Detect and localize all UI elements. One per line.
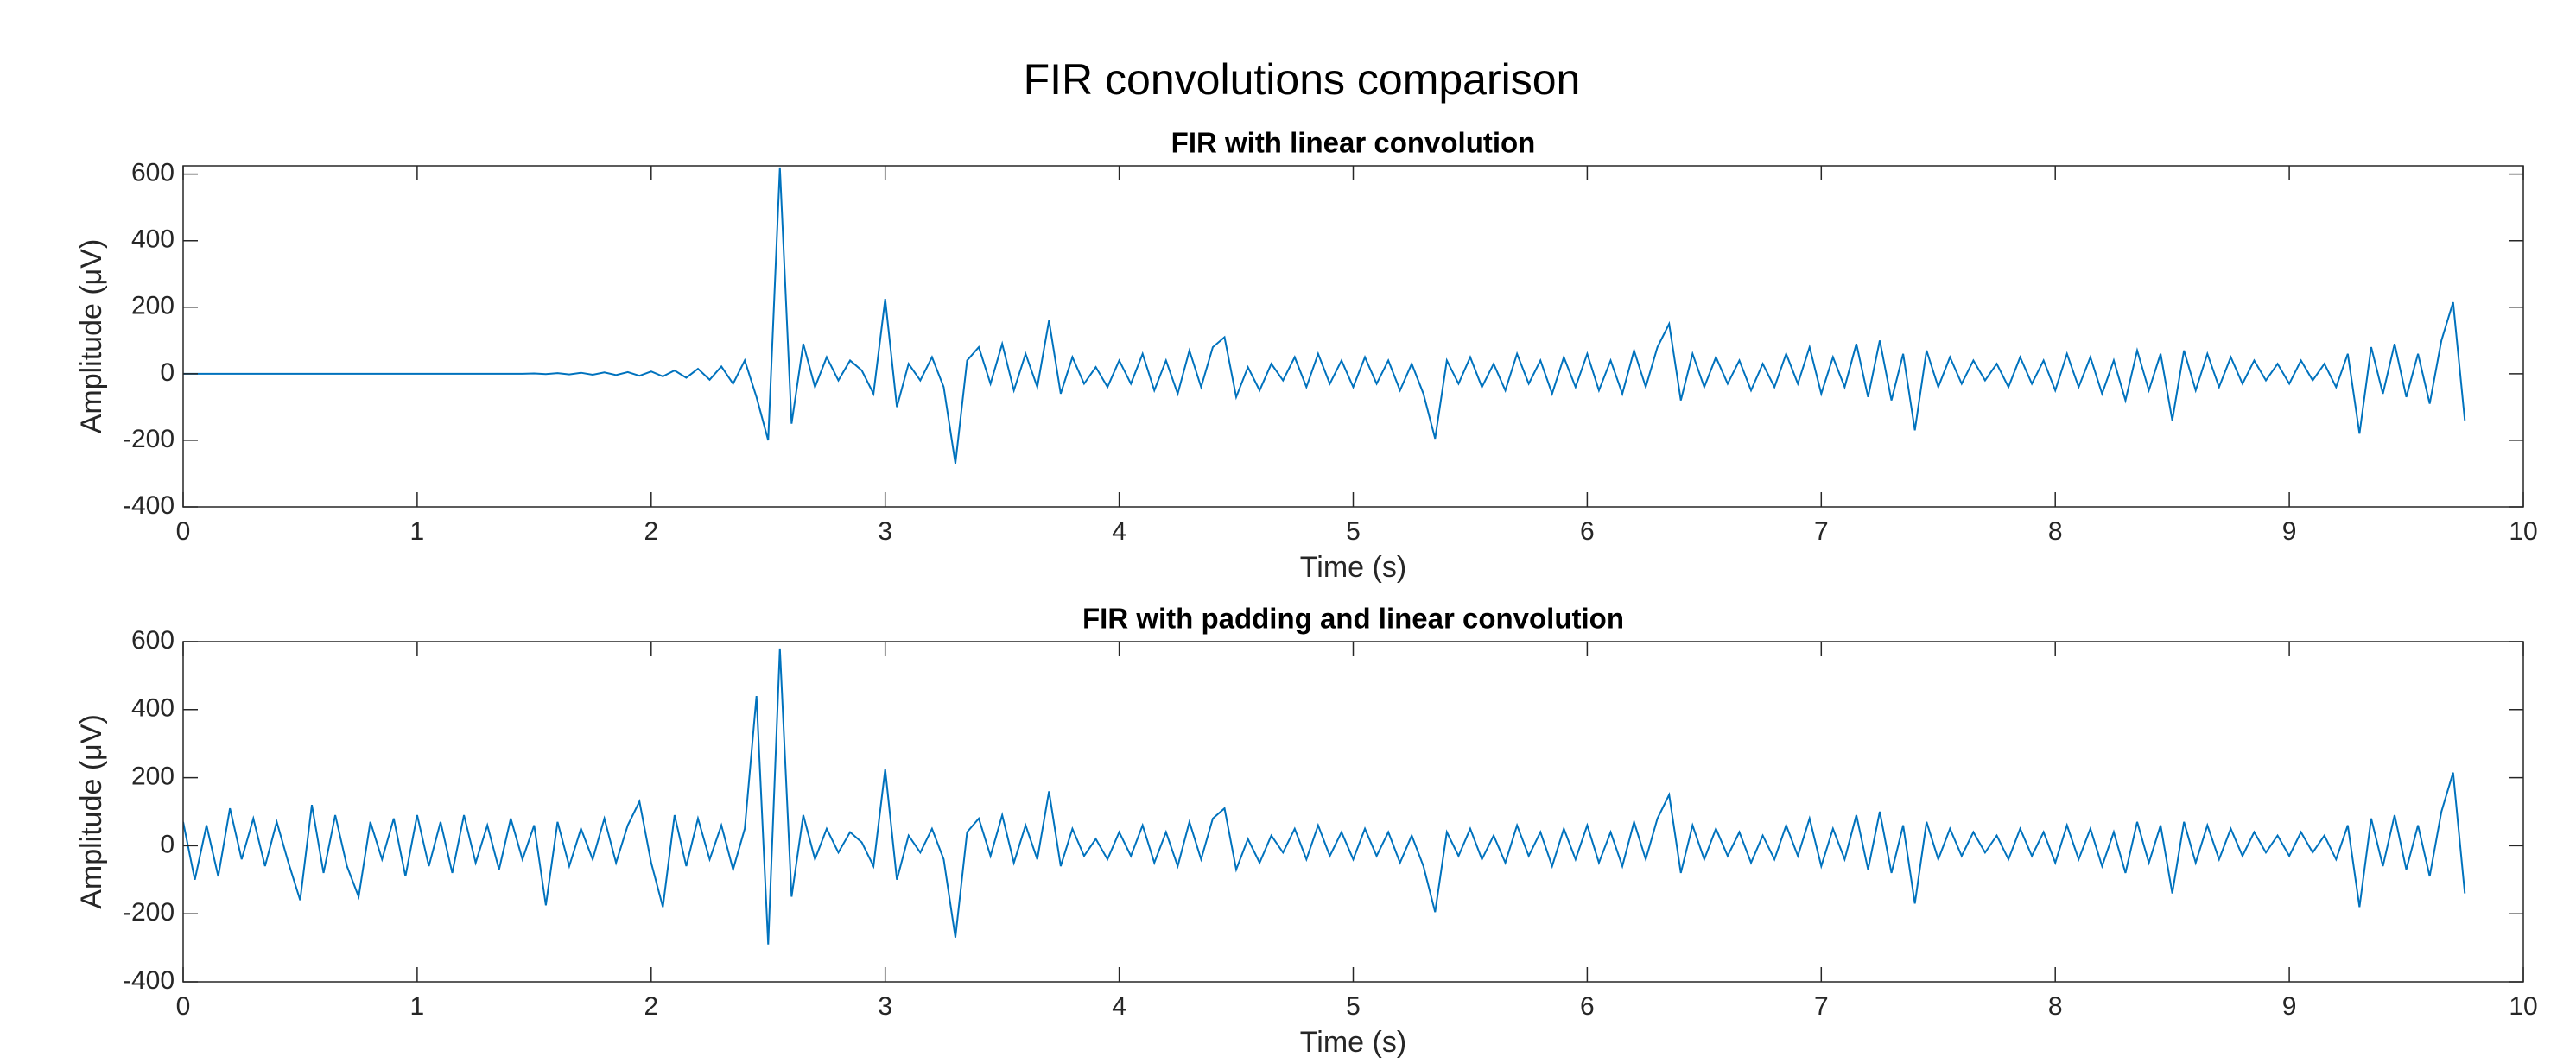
y-tick-label: -200 — [123, 425, 174, 453]
x-tick-label: 2 — [644, 992, 658, 1021]
x-tick-label: 6 — [1580, 517, 1595, 546]
x-tick-label: 7 — [1814, 992, 1829, 1021]
x-tick-label: 4 — [1112, 517, 1126, 546]
y-tick-label: 400 — [131, 225, 174, 254]
y-tick-label: 200 — [131, 292, 174, 320]
x-tick-label: 8 — [2048, 992, 2063, 1021]
y-tick-label: -400 — [123, 966, 174, 995]
subplot-title: FIR with linear convolution — [1171, 127, 1536, 159]
y-tick-label: 600 — [131, 159, 174, 187]
x-tick-label: 9 — [2282, 517, 2297, 546]
figure-title: FIR convolutions comparison — [1024, 55, 1581, 104]
y-tick-label: 600 — [131, 626, 174, 655]
x-tick-label: 3 — [878, 992, 892, 1021]
x-tick-label: 5 — [1346, 517, 1361, 546]
y-axis-label: Amplitude (μV) — [75, 239, 108, 434]
x-tick-label: 1 — [410, 517, 425, 546]
x-tick-label: 8 — [2048, 517, 2063, 546]
x-tick-label: 0 — [176, 517, 191, 546]
x-tick-label: 10 — [2509, 992, 2537, 1021]
data-line — [183, 167, 2466, 465]
x-tick-label: 7 — [1814, 517, 1829, 546]
x-tick-label: 0 — [176, 992, 191, 1021]
x-tick-label: 9 — [2282, 992, 2297, 1021]
y-tick-label: 0 — [160, 830, 174, 858]
y-tick-label: 400 — [131, 694, 174, 723]
x-tick-label: 4 — [1112, 992, 1126, 1021]
y-axis-label: Amplitude (μV) — [75, 714, 108, 909]
data-line — [183, 648, 2466, 945]
x-tick-label: 3 — [878, 517, 892, 546]
y-tick-label: -400 — [123, 491, 174, 520]
y-tick-label: 0 — [160, 358, 174, 387]
x-tick-label: 6 — [1580, 992, 1595, 1021]
x-axis-label: Time (s) — [1300, 551, 1406, 584]
y-tick-label: 200 — [131, 762, 174, 791]
x-tick-label: 2 — [644, 517, 658, 546]
x-tick-label: 10 — [2509, 517, 2537, 546]
x-tick-label: 5 — [1346, 992, 1361, 1021]
subplot-title: FIR with padding and linear convolution — [1082, 603, 1624, 635]
x-axis-label: Time (s) — [1300, 1026, 1406, 1059]
y-tick-label: -200 — [123, 898, 174, 927]
x-tick-label: 1 — [410, 992, 425, 1021]
